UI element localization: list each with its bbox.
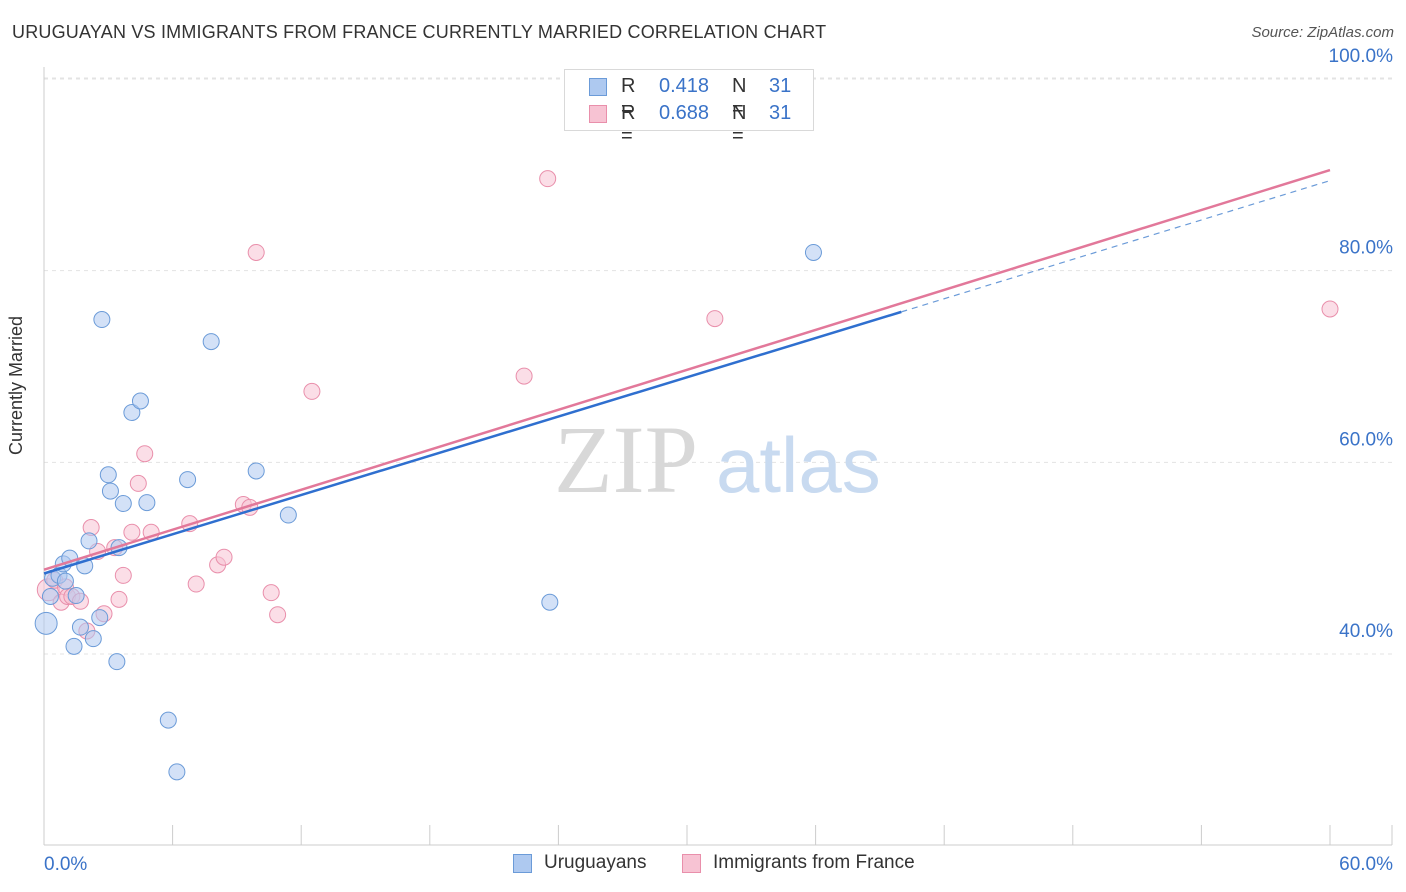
- data-point: [539, 170, 557, 188]
- x-tick-label-min: 0.0%: [44, 854, 87, 875]
- data-point: [65, 637, 83, 655]
- chart-title: URUGUAYAN VS IMMIGRANTS FROM FRANCE CURR…: [12, 22, 827, 42]
- data-point: [108, 653, 126, 671]
- data-point: [114, 495, 132, 513]
- r-label: R =: [621, 102, 636, 147]
- r-value: 0.418: [659, 75, 710, 97]
- data-point: [187, 575, 205, 593]
- data-point: [202, 333, 220, 351]
- data-point: [34, 611, 58, 635]
- trend-line-uruguayans-extrapolated: [901, 180, 1331, 313]
- trend-line-uruguayans: [43, 310, 902, 575]
- trend-lines: [43, 168, 1331, 575]
- axes: [43, 67, 1393, 846]
- n-value: 31: [769, 102, 792, 124]
- data-point: [71, 618, 89, 636]
- data-point: [279, 506, 297, 524]
- trend-line-france: [43, 168, 1331, 571]
- y-tick-label: 100.0%: [1329, 46, 1394, 67]
- n-label: N =: [732, 75, 747, 120]
- r-value: 0.688: [659, 102, 710, 124]
- data-point: [168, 763, 186, 781]
- r-label: R =: [621, 75, 636, 120]
- y-tick-label: 40.0%: [1339, 621, 1393, 642]
- data-point: [541, 593, 559, 611]
- n-value: 31: [769, 75, 792, 97]
- series-uruguayans: [34, 243, 822, 781]
- data-point: [93, 311, 111, 329]
- data-point: [91, 609, 109, 627]
- data-point: [131, 392, 149, 410]
- n-label: N =: [732, 102, 747, 147]
- data-point: [84, 630, 102, 648]
- data-point: [41, 588, 59, 605]
- series-immigrants-from-france: [36, 170, 1339, 640]
- data-point: [123, 523, 141, 541]
- data-point: [303, 382, 321, 400]
- data-point: [67, 587, 85, 605]
- data-point: [706, 310, 724, 328]
- data-point: [262, 584, 280, 602]
- pink-swatch: [589, 105, 607, 123]
- legend-stats: R = 0.418 N = 31 R = 0.688 N = 31: [564, 69, 814, 147]
- pink-swatch: [682, 854, 701, 873]
- watermark: ZIP atlas: [554, 406, 881, 513]
- data-point: [123, 404, 141, 421]
- y-axis-label: Currently Married: [6, 315, 26, 455]
- data-point: [136, 445, 154, 463]
- data-point: [159, 711, 177, 729]
- y-tick-label: 60.0%: [1339, 429, 1393, 450]
- y-tick-label: 80.0%: [1339, 238, 1393, 259]
- data-point: [101, 482, 119, 500]
- data-point: [129, 474, 147, 492]
- data-point: [247, 462, 265, 480]
- data-point: [138, 494, 156, 512]
- blue-swatch: [589, 78, 607, 96]
- watermark-atlas: atlas: [716, 421, 881, 509]
- data-point: [215, 548, 233, 566]
- legend-series: Uruguayans Immigrants from France: [0, 851, 1406, 879]
- data-point: [247, 243, 265, 261]
- data-point: [515, 367, 533, 385]
- source-label: Source: ZipAtlas.com: [1251, 24, 1394, 41]
- data-point: [110, 590, 128, 608]
- legend-label: Uruguayans: [544, 852, 647, 873]
- data-point: [114, 566, 132, 584]
- data-point: [80, 532, 98, 550]
- watermark-zip: ZIP: [554, 406, 698, 513]
- blue-swatch: [513, 854, 532, 873]
- data-point: [179, 471, 197, 489]
- data-point: [56, 572, 74, 590]
- data-point: [99, 466, 117, 484]
- tick-labels: 40.0% 60.0% 80.0% 100.0% 0.0% 60.0%: [44, 46, 1393, 875]
- data-point: [1321, 300, 1339, 318]
- x-tick-label-max: 60.0%: [1339, 854, 1393, 875]
- data-point: [269, 606, 287, 624]
- legend-label: Immigrants from France: [713, 852, 915, 873]
- gridlines: [44, 77, 1392, 655]
- data-point: [804, 243, 822, 261]
